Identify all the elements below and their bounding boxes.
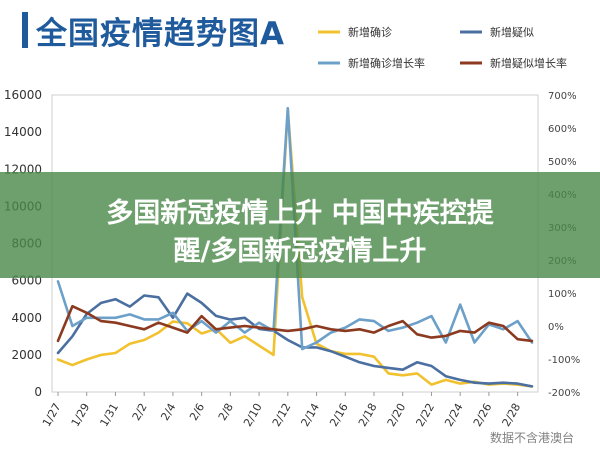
x-tick-label: 2/22 (413, 401, 437, 429)
title-accent-bar (22, 12, 28, 48)
x-tick-label: 2/10 (241, 401, 265, 429)
legend-label: 新增确诊增长率 (348, 56, 425, 70)
y-right-tick-label: 0% (548, 322, 564, 333)
x-tick-label: 2/18 (356, 401, 380, 429)
y-right-tick-label: 700% (548, 91, 577, 102)
headline-line-1: 多国新冠疫情上升 中国中疾控提 (106, 198, 494, 229)
x-tick-label: 2/16 (327, 401, 351, 429)
x-tick-label: 2/2 (130, 401, 150, 423)
y-left-tick-label: 4000 (11, 311, 42, 325)
x-tick-label: 1/27 (40, 401, 64, 429)
x-tick-label: 2/24 (442, 401, 466, 429)
x-tick-label: 2/28 (500, 401, 524, 429)
legend-label: 新增疑似增长率 (490, 56, 567, 70)
y-left-tick-label: 16000 (4, 88, 42, 102)
x-tick-label: 2/12 (270, 401, 294, 429)
y-left-tick-label: 2000 (11, 348, 42, 362)
x-tick-label: 1/29 (69, 401, 93, 429)
x-tick-label: 1/31 (97, 401, 121, 429)
headline-line-2: 醒/多国新冠疫情上升 (173, 236, 427, 267)
headline-banner (0, 172, 600, 278)
y-right-tick-label: 600% (548, 124, 577, 135)
source-note: 数据不含港澳台 (489, 431, 574, 445)
x-tick-label: 2/4 (158, 401, 178, 423)
page-title: 全国疫情趋势图A (36, 16, 285, 52)
x-tick-label: 2/8 (216, 401, 236, 423)
y-right-tick-label: 100% (548, 289, 577, 300)
x-tick-label: 2/14 (299, 401, 323, 429)
y-left-tick-label: 14000 (4, 125, 42, 139)
y-right-tick-label: -100% (548, 355, 580, 366)
legend-label: 新增确诊 (348, 25, 392, 39)
legend-label: 新增疑似 (490, 25, 534, 39)
y-right-tick-label: 500% (548, 157, 577, 168)
series-line-4 (56, 304, 534, 343)
y-right-tick-label: -200% (548, 388, 580, 399)
x-tick-label: 2/26 (471, 401, 495, 429)
y-left-tick-label: 0 (34, 385, 42, 399)
series-line-2 (56, 292, 534, 388)
x-tick-label: 2/20 (385, 401, 409, 429)
x-tick-label: 2/6 (187, 401, 207, 423)
